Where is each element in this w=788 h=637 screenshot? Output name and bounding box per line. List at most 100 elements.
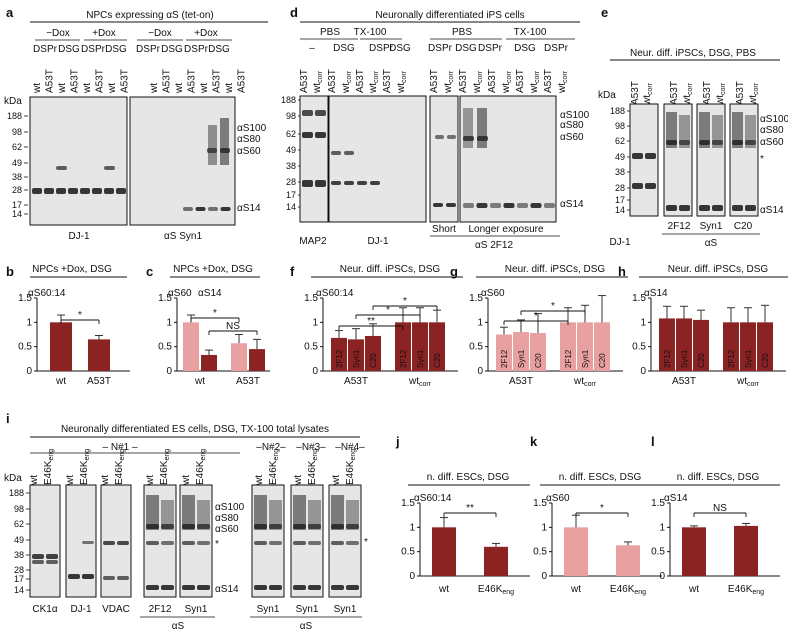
band-dj1	[82, 541, 94, 544]
sig-label: NS	[713, 503, 727, 514]
panel-title: Neuronally differentiated ES cells, DSG,…	[61, 424, 329, 435]
lane-label: A53T	[120, 69, 131, 93]
band-as14	[463, 203, 474, 208]
band-star	[197, 541, 210, 545]
treatment-label: DSPr	[369, 43, 394, 54]
bar-label: C20	[369, 353, 378, 368]
y-tick-label: 0	[312, 366, 318, 377]
bar	[432, 527, 456, 576]
blot-label: Syn1	[334, 604, 357, 615]
bar-label: C20	[534, 353, 543, 368]
category-label: wtcorr	[736, 376, 760, 388]
band-as60	[435, 135, 444, 139]
y-tick-label: 1.5	[18, 293, 32, 304]
bar-label: Syn1	[581, 349, 590, 368]
band-as60	[732, 140, 743, 145]
bar	[560, 322, 576, 371]
blot-label: αS	[705, 238, 718, 249]
bar-label: Syn1	[416, 349, 425, 368]
kda-label: kDa	[4, 473, 22, 484]
bar-label: C20	[761, 353, 770, 368]
subscript: corr	[720, 82, 727, 95]
blot-ck1a-frame	[29, 484, 61, 598]
lane-label: A53T	[429, 69, 440, 93]
lane-label: wt	[29, 475, 40, 486]
d-mw: 38	[286, 161, 296, 171]
lane-label: wtcorr	[715, 82, 727, 106]
lane-label: wt	[181, 475, 192, 486]
treatment-label: DSPr	[428, 43, 453, 54]
band-as14	[476, 203, 488, 208]
band-as60	[712, 140, 723, 145]
blot-label: DJ-1	[68, 231, 90, 242]
band-as60	[207, 148, 217, 153]
band-star	[308, 541, 321, 545]
smear-oligo	[208, 125, 217, 165]
blot-long-frame	[459, 95, 557, 223]
subscript: corr	[747, 381, 760, 388]
sig-label: *	[551, 301, 555, 312]
band-as14	[254, 585, 267, 590]
blot-2f12	[143, 484, 177, 598]
band-label: αS100	[215, 502, 245, 513]
category-label: wtcorr	[573, 376, 597, 388]
lane-label: wt	[293, 475, 304, 486]
subscript: corr	[506, 70, 513, 83]
bar	[412, 322, 428, 371]
panel-letter: d	[290, 5, 298, 20]
lane-label: A53T	[515, 69, 526, 93]
band-as60	[666, 140, 677, 145]
treatment-label: DSG	[208, 44, 230, 55]
band-vdac	[117, 576, 129, 580]
bar	[734, 525, 758, 576]
bar-label: Syn1	[680, 349, 689, 368]
band-as60	[197, 524, 210, 529]
lane-label: wtcorr	[396, 70, 408, 94]
lane-label: wt	[145, 475, 156, 486]
band-as60	[254, 524, 267, 529]
panel-title: NPCs +Dox, DSG	[32, 264, 112, 275]
blot-label: Syn1	[296, 604, 319, 615]
band-star	[146, 541, 159, 545]
i-mw: 14	[14, 585, 24, 595]
blot-short-frame	[429, 95, 459, 223]
a-mw: 38	[12, 172, 22, 182]
lane-label: A53T	[543, 69, 554, 93]
band-map2	[302, 180, 313, 187]
treatment-label: DSG	[161, 44, 183, 55]
sig-label: *	[78, 310, 82, 321]
band-dj1	[68, 188, 78, 194]
e-mw: 188	[610, 106, 625, 116]
treatment-label: DSPr	[33, 44, 58, 55]
panel-letter: l	[651, 434, 655, 449]
lane-label: A53T	[382, 69, 393, 93]
band-as14	[679, 205, 690, 211]
sig-label: **	[466, 503, 474, 514]
subscript: corr	[584, 381, 597, 388]
panel-title: n. diff. ESCs, DSG	[559, 472, 642, 483]
band-dj1	[357, 181, 367, 185]
bar	[693, 319, 709, 371]
e-mw: 49	[615, 152, 625, 162]
subscript: eng	[634, 589, 646, 596]
smear-oligo	[197, 500, 210, 530]
band-as14	[433, 203, 443, 207]
lane-label: wt	[331, 475, 342, 486]
treatment-label: DSG	[58, 44, 80, 55]
smear-oligo	[308, 500, 321, 530]
lane-label: wt	[32, 83, 43, 94]
y-tick-label: 0	[166, 366, 172, 377]
band-dj1	[645, 153, 656, 159]
band-dj1-dimer	[56, 166, 67, 170]
clone-label: –N#2–	[256, 442, 286, 453]
d-mw: 28	[286, 177, 296, 187]
category-label: A53T	[509, 376, 533, 387]
bar	[594, 322, 610, 371]
i-mw: 38	[14, 550, 24, 560]
band-as14	[293, 585, 306, 590]
y-tick-label: 1	[640, 317, 646, 328]
blot-label: VDAC	[102, 604, 130, 615]
y-tick-label: 0	[26, 366, 32, 377]
smear-oligo	[712, 115, 723, 148]
band-as14	[517, 203, 528, 208]
